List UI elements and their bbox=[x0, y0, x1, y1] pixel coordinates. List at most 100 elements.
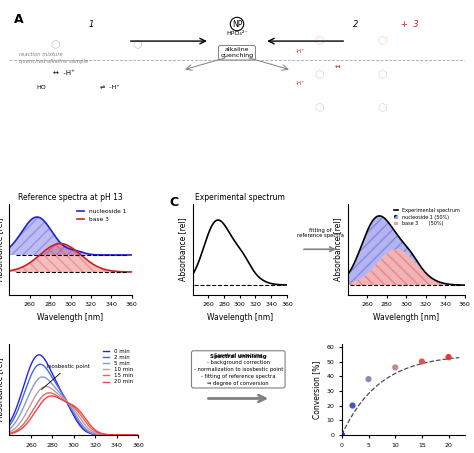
Text: ↔: ↔ bbox=[334, 65, 340, 71]
Text: +  3: + 3 bbox=[401, 19, 419, 29]
10 min bbox=[43, 384, 49, 389]
0 min bbox=[83, 429, 89, 434]
Text: ↔  -H⁺: ↔ -H⁺ bbox=[53, 70, 75, 76]
20 min bbox=[135, 432, 141, 438]
0 min bbox=[124, 432, 129, 438]
X-axis label: Wavelength [nm]: Wavelength [nm] bbox=[373, 313, 439, 322]
Text: -H⁺: -H⁺ bbox=[296, 81, 305, 86]
20 min bbox=[7, 431, 13, 437]
5 min bbox=[115, 432, 121, 438]
10 min bbox=[124, 432, 129, 438]
Text: ⬡: ⬡ bbox=[378, 70, 387, 80]
Text: reaction mixture: reaction mixture bbox=[18, 52, 62, 57]
X-axis label: Wavelength [nm]: Wavelength [nm] bbox=[37, 313, 104, 322]
5 min bbox=[83, 426, 89, 432]
Text: HO: HO bbox=[37, 85, 46, 90]
Point bbox=[445, 353, 452, 361]
Text: ⬡: ⬡ bbox=[378, 103, 387, 113]
5 min bbox=[124, 432, 129, 438]
Text: ⬡: ⬡ bbox=[314, 103, 324, 113]
Point bbox=[365, 376, 372, 383]
5 min bbox=[40, 374, 46, 380]
Text: NP: NP bbox=[232, 19, 242, 29]
Text: ⇌  -H⁺: ⇌ -H⁺ bbox=[100, 85, 120, 90]
Text: A: A bbox=[14, 14, 24, 26]
Text: ⬡: ⬡ bbox=[314, 36, 324, 46]
2 min bbox=[115, 432, 121, 438]
Line: 0 min: 0 min bbox=[9, 355, 138, 435]
2 min bbox=[83, 428, 89, 434]
Text: 1: 1 bbox=[89, 19, 94, 29]
2 min bbox=[7, 422, 13, 428]
10 min bbox=[83, 424, 89, 429]
Text: 2: 2 bbox=[353, 19, 358, 29]
Text: Spectral unmixing: Spectral unmixing bbox=[210, 354, 267, 359]
Text: alkaline
quenching: alkaline quenching bbox=[220, 47, 254, 58]
Y-axis label: Absorbance [rel]: Absorbance [rel] bbox=[333, 217, 342, 281]
15 min bbox=[124, 432, 129, 438]
Point bbox=[418, 358, 426, 365]
15 min bbox=[135, 432, 141, 438]
0 min bbox=[83, 429, 89, 434]
15 min bbox=[86, 423, 91, 429]
Line: 20 min: 20 min bbox=[9, 396, 138, 435]
Y-axis label: Absorbance [rel]: Absorbance [rel] bbox=[178, 217, 187, 281]
Point bbox=[349, 402, 356, 409]
15 min bbox=[83, 420, 89, 426]
Text: ⬡: ⬡ bbox=[132, 40, 142, 50]
5 min bbox=[7, 426, 13, 432]
20 min bbox=[83, 417, 89, 422]
Point bbox=[392, 364, 399, 371]
Text: C: C bbox=[169, 197, 178, 209]
Text: Spectral unmixing
- background correction
- normalization to isosbestic point
- : Spectral unmixing - background correctio… bbox=[193, 353, 283, 386]
20 min bbox=[83, 417, 89, 423]
15 min bbox=[7, 430, 13, 436]
10 min bbox=[115, 432, 121, 438]
5 min bbox=[7, 426, 12, 432]
Title: Experimental spectrum: Experimental spectrum bbox=[195, 193, 285, 202]
2 min bbox=[135, 432, 141, 438]
Text: ⬡: ⬡ bbox=[314, 70, 324, 80]
0 min bbox=[7, 419, 13, 424]
10 min bbox=[7, 429, 13, 434]
5 min bbox=[135, 432, 141, 438]
Y-axis label: Conversion [%]: Conversion [%] bbox=[312, 360, 321, 419]
0 min bbox=[7, 420, 12, 425]
5 min bbox=[83, 427, 89, 432]
20 min bbox=[124, 432, 129, 438]
5 min bbox=[86, 429, 91, 434]
Y-axis label: Absorbance [rel]: Absorbance [rel] bbox=[0, 217, 4, 281]
0 min bbox=[86, 430, 91, 435]
Legend: Experimental spectrum, nucleoside 1 (50%), base 3       (50%): Experimental spectrum, nucleoside 1 (50%… bbox=[392, 206, 462, 228]
2 min bbox=[83, 428, 89, 433]
Text: ⬡: ⬡ bbox=[50, 40, 60, 50]
Text: Isosbestic point: Isosbestic point bbox=[42, 364, 90, 390]
Text: fitting of
reference spectra: fitting of reference spectra bbox=[297, 227, 343, 238]
2 min bbox=[86, 429, 91, 435]
Line: 10 min: 10 min bbox=[9, 386, 138, 435]
20 min bbox=[86, 420, 91, 426]
2 min bbox=[37, 361, 43, 367]
15 min bbox=[7, 431, 12, 436]
2 min bbox=[7, 423, 12, 428]
Legend: 0 min, 2 min, 5 min, 10 min, 15 min, 20 min: 0 min, 2 min, 5 min, 10 min, 15 min, 20 … bbox=[100, 347, 135, 387]
X-axis label: Wavelength [nm]: Wavelength [nm] bbox=[207, 313, 273, 322]
Y-axis label: Absorbance [rel]: Absorbance [rel] bbox=[0, 357, 4, 421]
Line: 15 min: 15 min bbox=[9, 393, 138, 435]
20 min bbox=[115, 432, 121, 438]
15 min bbox=[46, 390, 52, 395]
10 min bbox=[86, 426, 91, 432]
20 min bbox=[49, 393, 55, 399]
20 min bbox=[7, 431, 12, 437]
15 min bbox=[115, 432, 121, 438]
0 min bbox=[36, 352, 42, 357]
10 min bbox=[135, 432, 141, 438]
0 min bbox=[115, 432, 121, 438]
10 min bbox=[83, 424, 89, 429]
10 min bbox=[7, 429, 12, 434]
15 min bbox=[83, 420, 89, 425]
Point bbox=[338, 431, 346, 439]
Line: 5 min: 5 min bbox=[9, 377, 138, 435]
2 min bbox=[124, 432, 129, 438]
Text: -H⁺: -H⁺ bbox=[296, 49, 305, 54]
